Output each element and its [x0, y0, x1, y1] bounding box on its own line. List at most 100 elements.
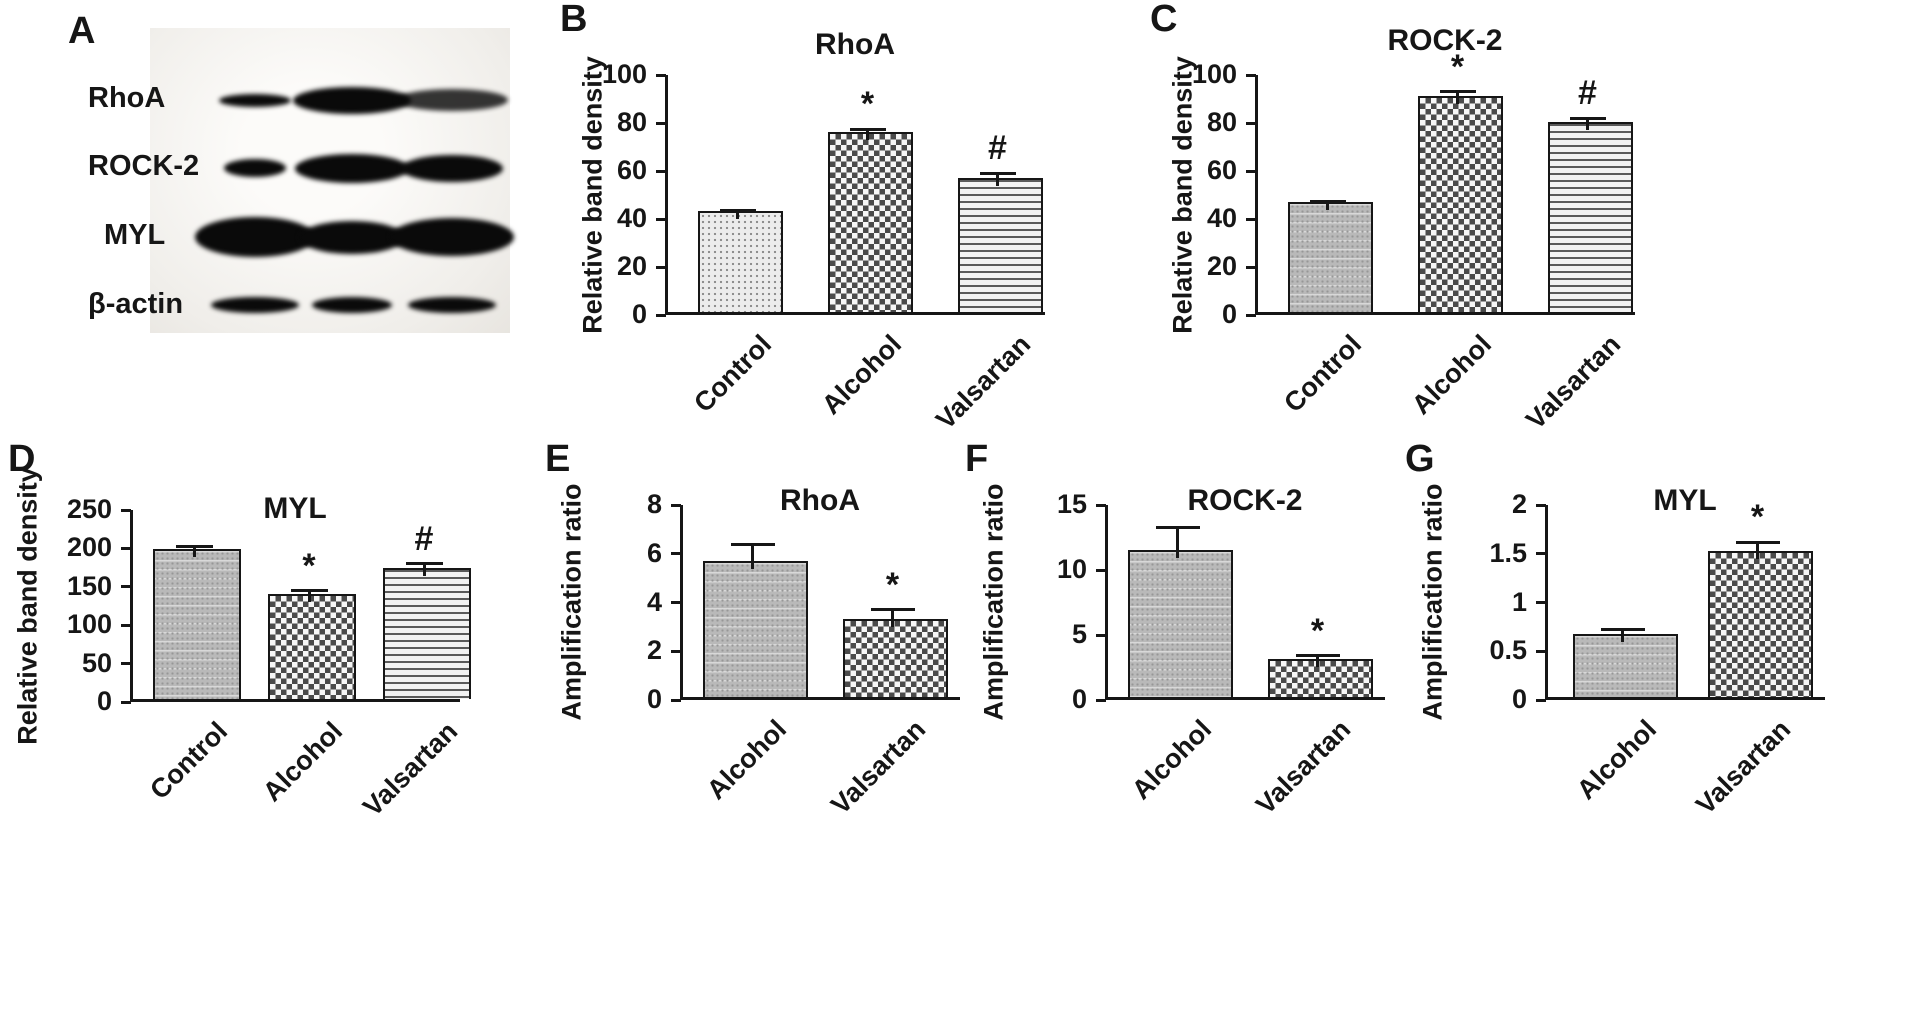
y-tick-mark — [656, 313, 666, 317]
y-tick-mark — [671, 503, 681, 507]
panel-a: A RhoA ROCK-2 MYL β-actin — [0, 0, 540, 430]
bar-control — [153, 549, 241, 699]
y-tick-mark — [671, 601, 681, 604]
y-tick-mark — [1536, 552, 1546, 556]
error-bar-cap — [849, 127, 886, 131]
y-tick-mark — [121, 508, 131, 512]
y-tick-label: 8 — [646, 489, 662, 519]
error-bar-cap — [175, 544, 213, 548]
error-bar — [1316, 655, 1319, 668]
error-bar-cap — [290, 589, 328, 593]
y-tick-label: 1.5 — [1489, 537, 1527, 568]
y-tick-label: 40 — [1206, 203, 1237, 233]
panel-letter-g: G — [1405, 438, 1435, 480]
blot-band — [408, 297, 496, 313]
significance-marker: * — [302, 546, 316, 585]
significance-marker: * — [1450, 47, 1465, 86]
y-tick-mark — [656, 169, 666, 173]
significance-marker: * — [1750, 498, 1765, 537]
blot-row-label-rock2: ROCK-2 — [88, 150, 200, 182]
panel-d-chart: D MYL Relative band density 0 50 100 150 200… — [0, 440, 540, 1020]
significance-marker: * — [860, 85, 875, 123]
blot-band — [224, 159, 286, 177]
y-tick-label: 100 — [1191, 59, 1237, 89]
error-bar-cap — [1735, 540, 1780, 544]
x-tick-label: Alcohol — [1125, 714, 1217, 806]
error-bar-cap — [719, 209, 756, 213]
significance-marker: * — [1310, 611, 1325, 650]
x-tick-label: Control — [687, 329, 777, 419]
y-tick-label: 15 — [1056, 489, 1087, 519]
y-tick-label: 20 — [616, 251, 647, 281]
panel-letter-f: F — [965, 438, 989, 480]
error-bar-cap — [730, 542, 775, 546]
blot-band — [293, 86, 411, 114]
x-tick-label: Alcohol — [1405, 329, 1497, 421]
error-bar — [1756, 542, 1759, 559]
significance-marker: # — [988, 129, 1007, 168]
y-tick-label: 1 — [1511, 586, 1527, 617]
panel-b-chart: B RhoA Relative band density 0 20 40 60 80 10… — [555, 0, 1115, 440]
y-tick-mark — [121, 700, 131, 704]
bar-alcohol — [268, 593, 356, 699]
x-tick-label: Valsartan — [1690, 714, 1797, 821]
y-tick-label: 0 — [1221, 299, 1237, 329]
error-bar — [1456, 91, 1459, 104]
y-tick-label: 2 — [1511, 489, 1527, 519]
error-bar — [751, 544, 754, 569]
chart-title: ROCK-2 — [1387, 24, 1503, 57]
x-tick-label: Alcohol — [700, 714, 792, 806]
error-bar — [866, 129, 869, 140]
y-tick-mark — [121, 662, 131, 666]
y-tick-label: 0 — [646, 684, 662, 714]
error-bar-cap — [1569, 116, 1606, 120]
error-bar — [1176, 527, 1179, 559]
error-bar — [307, 590, 311, 602]
y-tick-mark — [1536, 601, 1546, 604]
y-tick-mark — [1536, 649, 1546, 653]
x-tick-label: Alcohol — [256, 716, 349, 808]
blot-band — [299, 220, 405, 254]
error-bar-cap — [979, 171, 1016, 175]
y-tick-mark — [1246, 313, 1256, 317]
blot-band — [211, 297, 299, 313]
x-tick-label: Valsartan — [1250, 714, 1357, 821]
y-tick-label: 200 — [66, 532, 112, 563]
error-bar-cap — [870, 608, 915, 612]
x-tick-label: Valsartan — [930, 329, 1037, 436]
bar-control — [1288, 201, 1373, 312]
plot-area — [1545, 505, 1825, 700]
significance-marker: # — [1578, 74, 1597, 113]
x-tick-label: Control — [144, 716, 234, 806]
bar-valsartan — [1548, 122, 1633, 312]
y-tick-mark — [1246, 73, 1256, 77]
error-bar-cap — [1309, 199, 1346, 203]
x-tick-label: Alcohol — [815, 329, 907, 421]
x-tick-label: Alcohol — [1570, 714, 1662, 806]
bar-alcohol — [1573, 633, 1678, 697]
y-axis-label: Relative band density — [1167, 56, 1198, 334]
x-tick-label: Valsartan — [1520, 329, 1627, 436]
y-tick-label: 60 — [616, 155, 647, 185]
panel-c-chart: C ROCK-2 Relative band density 0 20 40 60 80… — [1145, 0, 1765, 440]
plot-area — [130, 510, 471, 702]
y-tick-mark — [121, 623, 131, 627]
bar-alcohol — [1418, 96, 1503, 312]
y-tick-mark — [121, 546, 131, 550]
y-tick-label: 0 — [1071, 684, 1087, 714]
y-tick-mark — [1096, 503, 1106, 507]
plot-area — [680, 505, 960, 700]
y-tick-mark — [671, 552, 681, 556]
plot-area — [1105, 505, 1385, 700]
bar-alcohol — [703, 560, 808, 697]
error-bar — [1586, 118, 1589, 131]
bar-valsartan — [1268, 659, 1373, 697]
y-tick-label: 0.5 — [1489, 635, 1527, 666]
y-tick-label: 10 — [1056, 554, 1087, 584]
y-tick-label: 250 — [66, 494, 112, 524]
bar-valsartan — [1708, 550, 1813, 697]
x-tick-label: Control — [1277, 329, 1367, 419]
y-tick-label: 0 — [1511, 684, 1527, 714]
error-bar — [891, 609, 894, 627]
